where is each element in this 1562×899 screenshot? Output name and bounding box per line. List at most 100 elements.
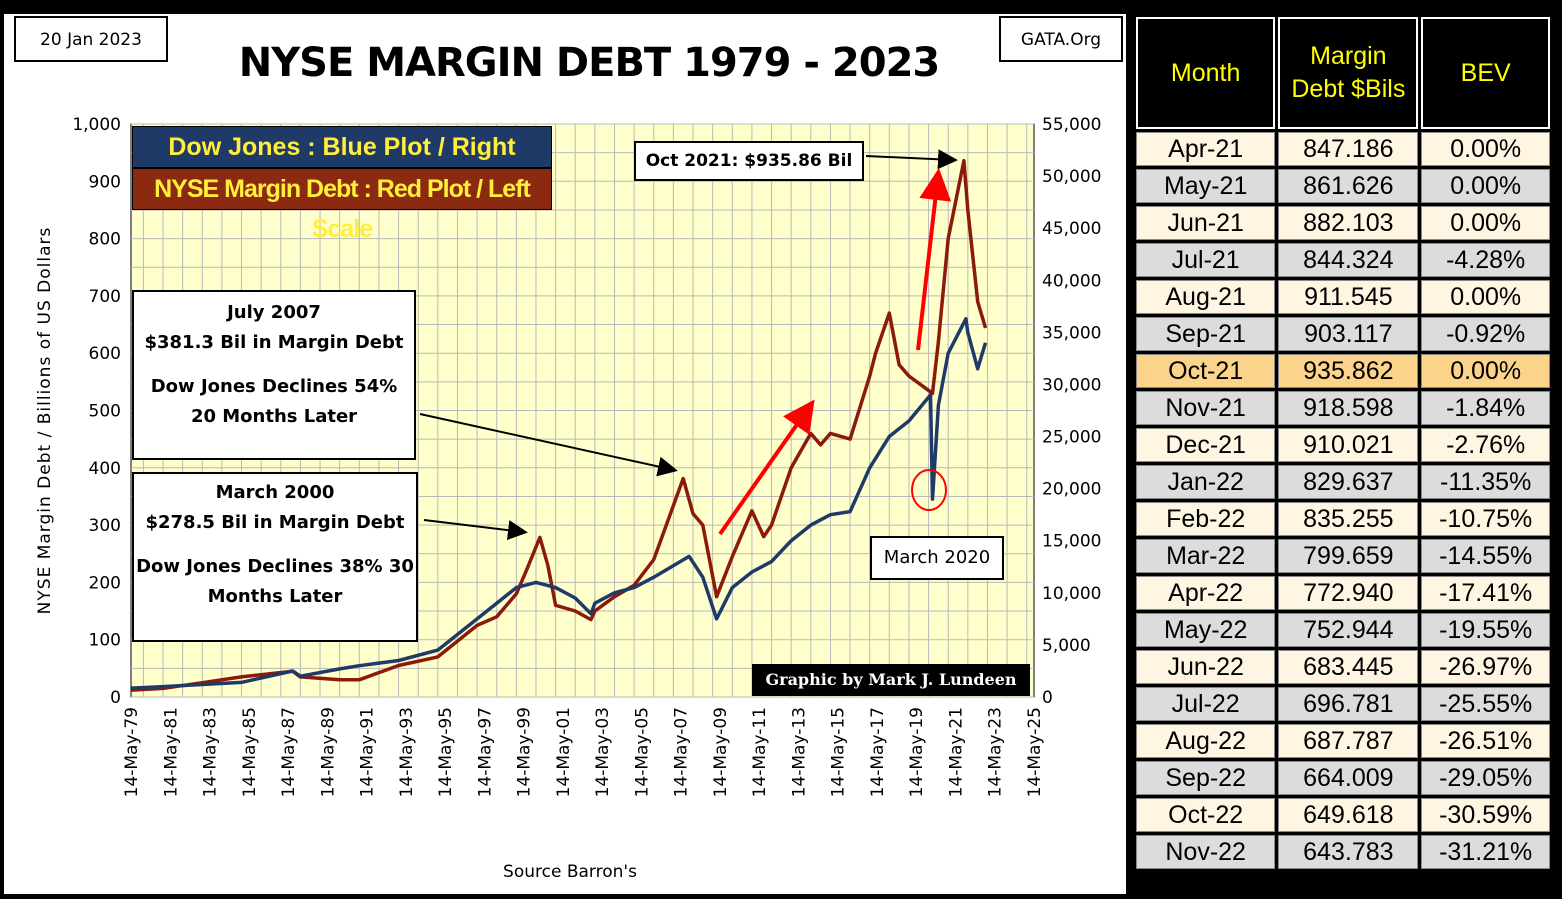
bev-cell: 0.00%: [1421, 206, 1550, 240]
margin-debt-cell: 696.781: [1278, 687, 1419, 721]
bev-cell: 0.00%: [1421, 132, 1550, 166]
table-body: Apr-21 847.186 0.00% May-21 861.626 0.00% Jun-…: [1136, 132, 1550, 869]
month-cell: Jul-21: [1136, 243, 1276, 277]
month-cell: Jan-22: [1136, 465, 1276, 499]
month-cell: Nov-21: [1136, 391, 1276, 425]
x-tick-label: 14-May-19: [907, 707, 927, 797]
margin-debt-table-panel: Month Margin Debt $Bils BEV Apr-21 847.18…: [1133, 14, 1553, 872]
x-tick-label: 14-May-17: [868, 707, 888, 797]
bev-cell: -31.21%: [1421, 835, 1550, 869]
y-right-tick-label: 35,000: [1042, 323, 1101, 343]
margin-debt-cell: 935.862: [1278, 354, 1419, 388]
margin-debt-cell: 835.255: [1278, 502, 1419, 536]
margin-debt-cell: 911.545: [1278, 280, 1419, 314]
x-tick-label: 14-May-05: [632, 707, 652, 797]
date-label: 20 Jan 2023: [14, 16, 168, 62]
x-tick-label: 14-May-03: [593, 707, 613, 797]
table-row: Sep-22 664.009 -29.05%: [1136, 761, 1550, 795]
table-row: May-21 861.626 0.00%: [1136, 169, 1550, 203]
y-right-tick-label: 50,000: [1042, 167, 1101, 187]
margin-debt-cell: 643.783: [1278, 835, 1419, 869]
bev-cell: -11.35%: [1421, 465, 1550, 499]
table-row: May-22 752.944 -19.55%: [1136, 613, 1550, 647]
margin-debt-cell: 772.940: [1278, 576, 1419, 610]
x-tick-label: 14-May-07: [672, 707, 692, 797]
bev-cell: -30.59%: [1421, 798, 1550, 832]
month-cell: Mar-22: [1136, 539, 1276, 573]
arrow-july-2007: [419, 413, 678, 477]
header-month: Month: [1136, 17, 1276, 129]
y-axis-label: NYSE Margin Debt / Billions of US Dollar…: [35, 227, 55, 615]
month-cell: Apr-21: [1136, 132, 1276, 166]
table-row: Jul-22 696.781 -25.55%: [1136, 687, 1550, 721]
x-tick-label: 14-May-83: [201, 707, 221, 797]
x-tick-label: 14-May-93: [397, 707, 417, 797]
y-right-tick-label: 55,000: [1042, 115, 1101, 135]
y-left-tick-label: 100: [89, 631, 121, 651]
x-tick-label: 14-May-89: [318, 707, 338, 797]
x-tick-label: 14-May-85: [240, 707, 260, 797]
x-tick-label: 14-May-79: [122, 707, 142, 797]
red-trend-arrow-1: [718, 399, 815, 536]
y-left-tick-label: 200: [89, 573, 121, 593]
margin-debt-cell: 829.637: [1278, 465, 1419, 499]
legend-margin-debt: NYSE Margin Debt : Red Plot / Left Scale: [132, 168, 552, 243]
month-cell: Feb-22: [1136, 502, 1276, 536]
x-tick-label: 14-May-23: [986, 707, 1006, 797]
legend-dow-jones: Dow Jones : Blue Plot / Right Scale: [132, 126, 552, 201]
month-cell: Jul-22: [1136, 687, 1276, 721]
table-row: Aug-21 911.545 0.00%: [1136, 280, 1550, 314]
table-row: Mar-22 799.659 -14.55%: [1136, 539, 1550, 573]
month-cell: Nov-22: [1136, 835, 1276, 869]
y-right-tick-label: 10,000: [1042, 584, 1101, 604]
table-row: Nov-22 643.783 -31.21%: [1136, 835, 1550, 869]
bev-cell: -2.76%: [1421, 428, 1550, 462]
table-row: Jul-21 844.324 -4.28%: [1136, 243, 1550, 277]
annotation-line: Months Later: [207, 586, 343, 607]
y-right-tick-label: 40,000: [1042, 271, 1101, 291]
annotation-march-2020: March 2020: [870, 536, 1004, 580]
table-row: Jan-22 829.637 -11.35%: [1136, 465, 1550, 499]
x-tick-label: 14-May-97: [475, 707, 495, 797]
x-tick-label: 14-May-11: [750, 707, 770, 797]
bev-cell: 0.00%: [1421, 169, 1550, 203]
bev-cell: -10.75%: [1421, 502, 1550, 536]
red-trend-arrow-2: [916, 168, 952, 351]
table-row: Oct-21 935.862 0.00%: [1136, 354, 1550, 388]
y-left-tick-label: 300: [89, 516, 121, 536]
y-right-tick-label: 5,000: [1042, 636, 1091, 656]
x-tick-label: 14-May-91: [358, 707, 378, 797]
x-tick-label: 14-May-99: [515, 707, 535, 797]
chart-title: NYSE MARGIN DEBT 1979 - 2023: [238, 40, 941, 86]
x-tick-label: 14-May-15: [829, 707, 849, 797]
x-tick-label: 14-May-09: [711, 707, 731, 797]
y-left-tick-label: 500: [89, 402, 121, 422]
y-left-tick-label: 900: [89, 172, 121, 192]
bev-cell: -0.92%: [1421, 317, 1550, 351]
table-row: Feb-22 835.255 -10.75%: [1136, 502, 1550, 536]
margin-debt-cell: 683.445: [1278, 650, 1419, 684]
y-right-tick-label: 15,000: [1042, 532, 1101, 552]
margin-debt-cell: 861.626: [1278, 169, 1419, 203]
month-cell: Apr-22: [1136, 576, 1276, 610]
x-axis-label: Source Barron's: [503, 862, 637, 882]
y-left-tick-label: 600: [89, 344, 121, 364]
x-tick-label: 14-May-25: [1025, 707, 1045, 797]
margin-debt-cell: 752.944: [1278, 613, 1419, 647]
margin-debt-cell: 664.009: [1278, 761, 1419, 795]
month-cell: Dec-21: [1136, 428, 1276, 462]
y-left-tick-label: 400: [89, 459, 121, 479]
x-tick-label: 14-May-01: [554, 707, 574, 797]
annotation-oct-2021: Oct 2021: $935.86 Bil: [634, 141, 864, 181]
x-tick-label: 14-May-13: [789, 707, 809, 797]
y-right-tick-label: 0: [1042, 688, 1053, 708]
month-cell: Sep-22: [1136, 761, 1276, 795]
margin-debt-cell: 844.324: [1278, 243, 1419, 277]
bev-cell: -26.51%: [1421, 724, 1550, 758]
month-cell: May-22: [1136, 613, 1276, 647]
x-tick-label: 14-May-87: [279, 707, 299, 797]
header-bev: BEV: [1421, 17, 1550, 129]
margin-debt-cell: 882.103: [1278, 206, 1419, 240]
arrow-oct-2021: [865, 149, 958, 170]
table-row: Nov-21 918.598 -1.84%: [1136, 391, 1550, 425]
